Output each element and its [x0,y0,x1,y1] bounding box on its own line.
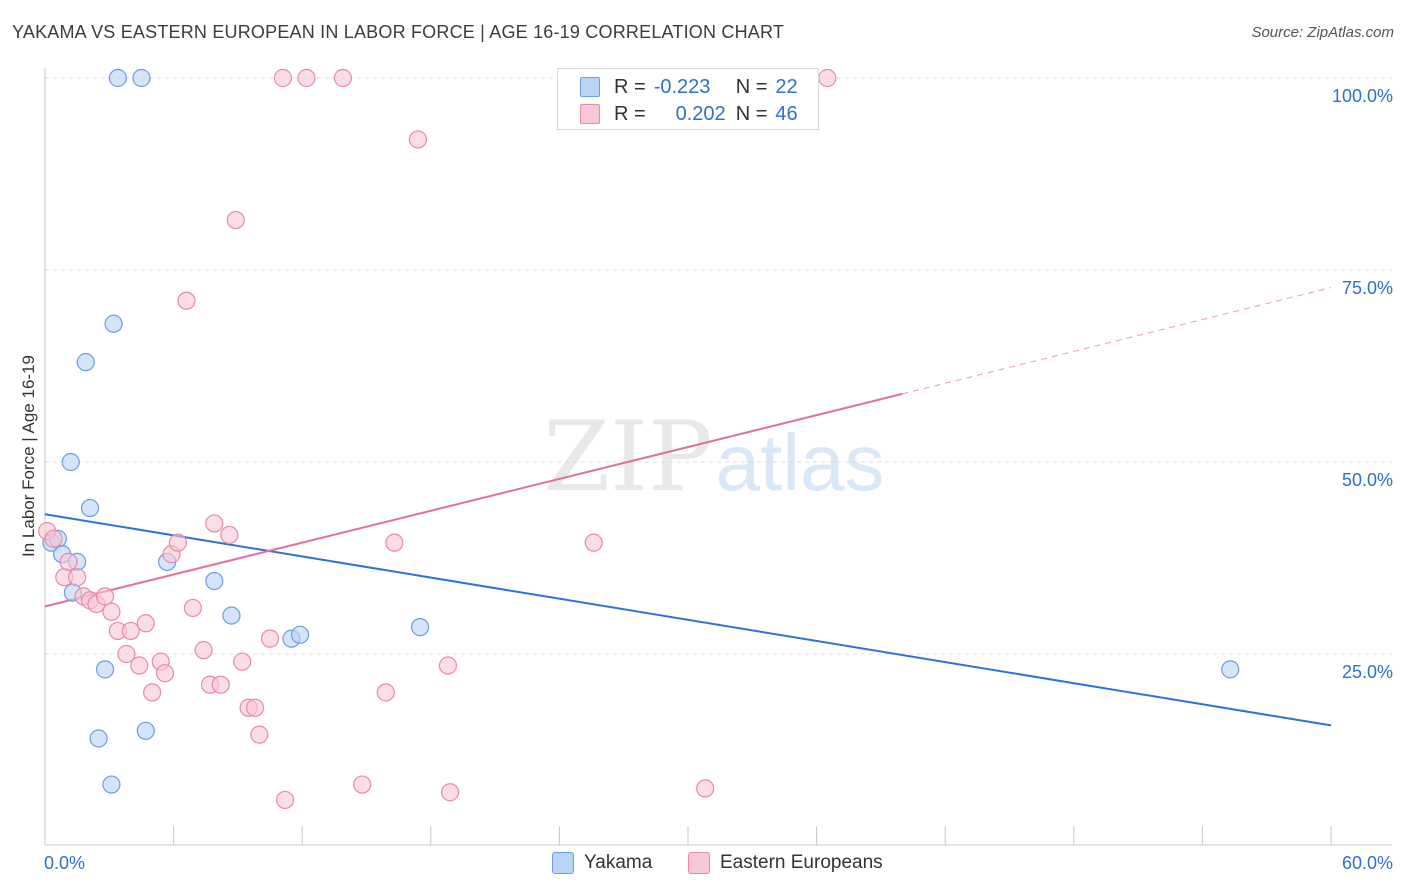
legend-n-label: N = [735,75,768,98]
yakama-trend-line [44,513,1332,727]
legend-n-value: 22 [775,75,798,98]
y-axis-label: In Labor Force | Age 16-19 [19,355,38,557]
eastern-european-point [168,533,187,552]
eastern-european-point [226,210,245,230]
legend-row-yakama: R = -0.223 N = 22 [580,74,798,100]
eastern-european-point [130,656,149,675]
eastern-european-point [95,587,115,606]
yakama-point [89,729,108,748]
eastern-european-point [220,525,239,545]
yakama-point [410,618,430,637]
pink-square-icon [688,852,710,874]
yakama-point [76,353,95,372]
yakama-point [222,606,241,625]
y-tick-label: 25.0% [1342,662,1393,682]
legend-r-value: 0.202 [675,102,726,125]
eastern-european-point [245,698,265,717]
eastern-european-point [117,644,136,664]
eastern-european-point [273,68,293,88]
eastern-european-point [440,783,460,802]
eastern-european-point [275,790,295,810]
eastern-european-trend-extension [902,287,1332,395]
eastern-european-point [260,629,280,648]
legend-n-label: N = [735,102,768,125]
legend-r-label: R = [614,75,646,98]
eastern-european-point [408,130,428,149]
y-tick-label: 75.0% [1342,278,1393,298]
yakama-point [80,498,100,518]
eastern-european-point [194,641,213,660]
eastern-european-point [136,614,155,633]
chart-title: YAKAMA VS EASTERN EUROPEAN IN LABOR FORC… [12,22,785,42]
yakama-point [136,721,155,740]
yakama-point [104,314,123,333]
eastern-european-point [297,68,316,88]
blue-square-icon [552,852,574,874]
yakama-point [102,775,121,794]
y-tick-label: 100.0% [1332,86,1393,106]
watermark-zip: ZIP [543,401,712,513]
eastern-european-point [143,683,162,702]
legend-row-eastern-europeans: R = 0.202 N = 46 [580,101,798,127]
yakama-point [1221,660,1240,679]
source-label: Source: ZipAtlas.com [1251,24,1394,41]
y-tick-label: 50.0% [1342,470,1393,490]
blue-square-icon [580,77,600,97]
series-legend: Yakama Eastern Europeans [0,852,1406,878]
eastern-european-point [177,291,196,310]
eastern-european-point [333,68,353,88]
eastern-european-point [44,529,63,548]
yakama-point [108,68,127,88]
legend-r-label: R = [614,102,646,125]
series-legend-label: Yakama [584,852,653,873]
eastern-european-point [438,656,458,675]
series-legend-item-yakama[interactable]: Yakama [552,852,652,874]
eastern-european-point [205,514,224,533]
yakama-point [132,68,151,88]
eastern-european-point [68,568,87,587]
eastern-european-trend-line [44,392,903,608]
pink-square-icon [580,104,600,124]
eastern-european-point [385,533,404,552]
yakama-point [205,571,224,591]
legend-n-value: 46 [775,102,798,125]
eastern-european-point [59,552,78,571]
eastern-european-point [818,68,837,88]
correlation-legend: R = -0.223 N = 22 R = 0.202 N = 46 [557,68,819,130]
eastern-european-point [102,602,121,621]
x-tick-label: 60.0% [1342,853,1393,873]
eastern-european-point [353,775,372,794]
eastern-european-point [211,675,230,694]
yakama-point [290,625,310,644]
eastern-european-point [183,598,202,618]
eastern-european-point [696,779,715,798]
yakama-point [61,452,80,472]
eastern-european-point [155,664,175,683]
eastern-european-point [584,533,603,552]
eastern-european-point [233,652,252,671]
yakama-point [95,660,115,679]
eastern-european-point [250,725,269,744]
series-legend-item-eastern-europeans[interactable]: Eastern Europeans [688,852,883,874]
legend-r-value: -0.223 [653,75,711,98]
eastern-european-point [121,621,140,641]
eastern-european-point [376,683,395,702]
x-tick-label: 0.0% [44,853,85,873]
watermark-atlas: atlas [716,418,885,507]
series-legend-label: Eastern Europeans [720,852,883,873]
